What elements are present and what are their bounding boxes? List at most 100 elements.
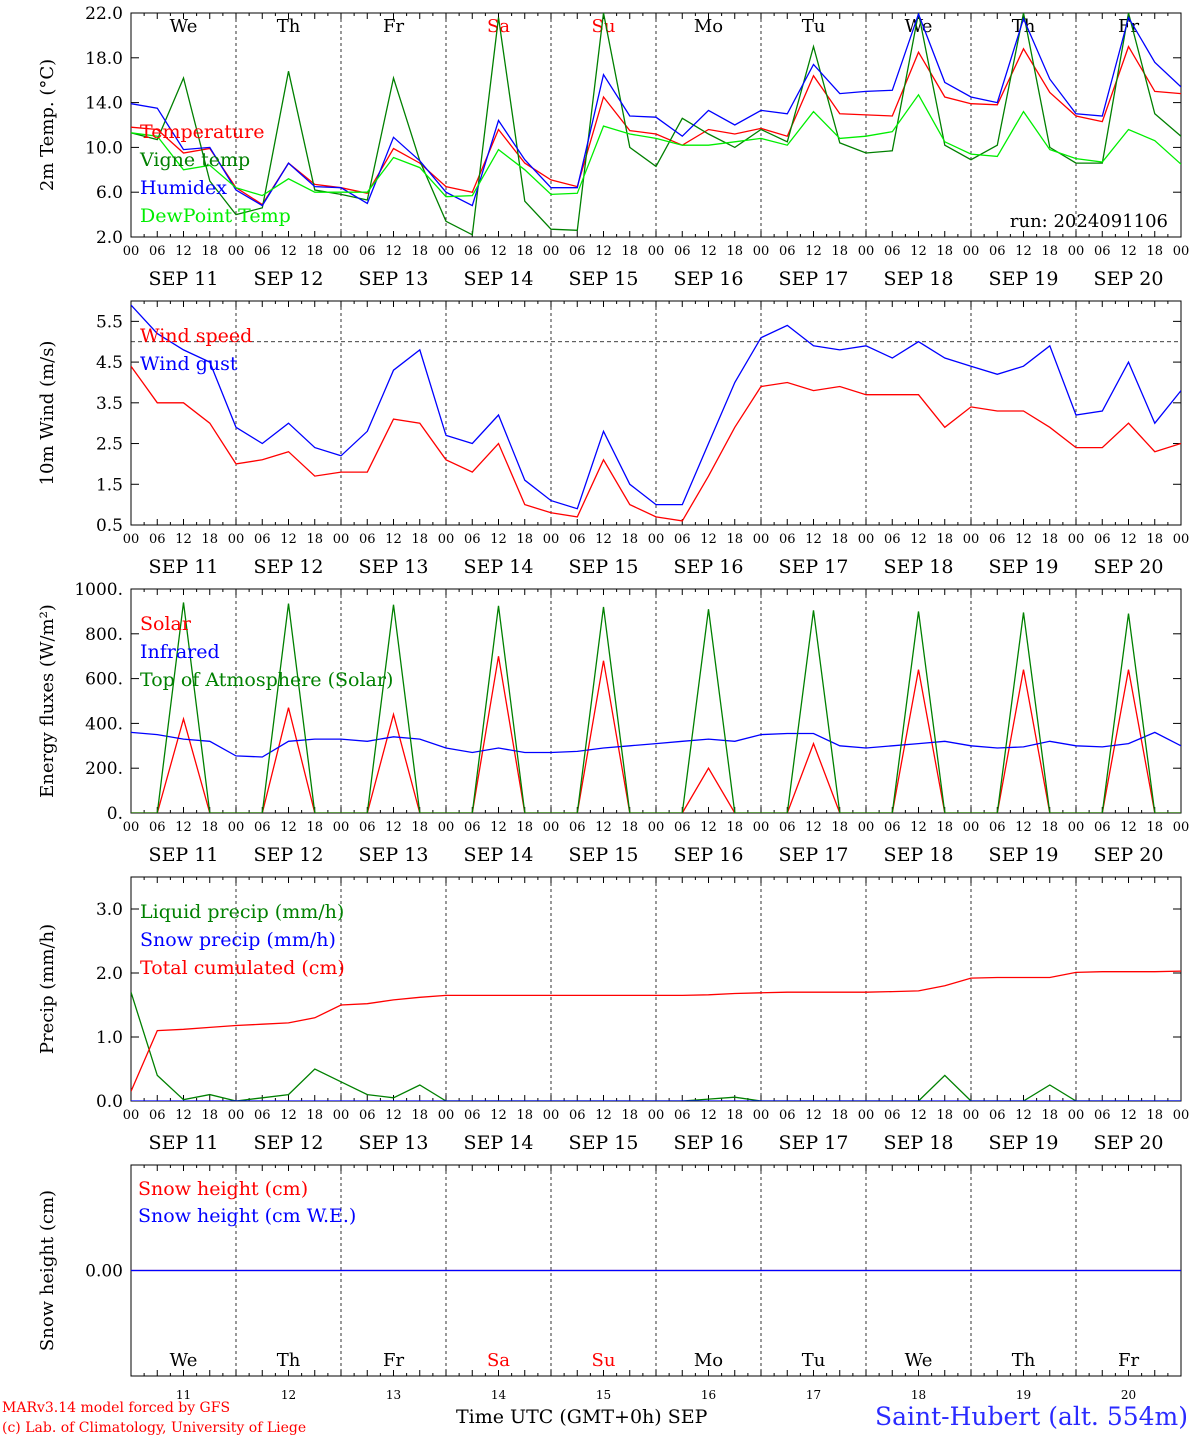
y-axis-label: 2m Temp. (°C) <box>37 59 58 191</box>
hour-tick-label: 00 <box>1173 532 1190 547</box>
hour-tick-label: 00 <box>123 1108 140 1123</box>
y-tick-label: 200. <box>85 759 123 779</box>
hour-tick-label: 12 <box>700 820 717 835</box>
hour-tick-label: 18 <box>201 532 218 547</box>
series-line-top-of-atmosphere-solar- <box>131 602 1181 813</box>
y-tick-label: 4.5 <box>96 353 123 373</box>
date-label: SEP 16 <box>674 1132 744 1154</box>
date-label: SEP 12 <box>254 268 324 290</box>
y-tick-label: 3.0 <box>96 900 123 920</box>
y-tick-label: 400. <box>85 714 123 734</box>
hour-tick-label: 18 <box>936 1108 953 1123</box>
hour-tick-label: 00 <box>648 820 665 835</box>
hour-tick-label: 18 <box>831 820 848 835</box>
y-tick-label: 2.0 <box>96 228 123 248</box>
hour-tick-label: 00 <box>333 244 350 259</box>
hour-tick-label: 06 <box>989 820 1006 835</box>
hour-tick-label: 12 <box>1120 244 1137 259</box>
hour-tick-label: 00 <box>1068 820 1085 835</box>
hour-tick-label: 12 <box>595 532 612 547</box>
date-label: SEP 16 <box>674 556 744 578</box>
hour-tick-label: 18 <box>831 532 848 547</box>
weekday-label: Th <box>277 16 301 37</box>
hour-tick-label: 18 <box>1041 532 1058 547</box>
y-tick-label: 6.0 <box>96 183 123 203</box>
hour-tick-label: 18 <box>621 532 638 547</box>
date-label: SEP 17 <box>779 844 849 866</box>
hour-tick-label: 18 <box>1146 820 1163 835</box>
hour-tick-label: 00 <box>543 1108 560 1123</box>
weekday-label: Tu <box>802 16 826 37</box>
hour-tick-label: 12 <box>700 532 717 547</box>
hour-tick-label: 06 <box>569 1108 586 1123</box>
hour-tick-label: 12 <box>1015 244 1032 259</box>
weekday-label: Fr <box>383 16 404 37</box>
hour-tick-label: 18 <box>1041 820 1058 835</box>
hour-tick-label: 00 <box>438 532 455 547</box>
weekday-label: Su <box>592 1350 616 1371</box>
hour-tick-label: 12 <box>490 244 507 259</box>
date-label: SEP 12 <box>254 844 324 866</box>
hour-tick-label: 00 <box>438 820 455 835</box>
hour-tick-label: 18 <box>726 820 743 835</box>
day-number-label: 15 <box>596 1388 611 1402</box>
hour-tick-label: 06 <box>884 532 901 547</box>
weekday-label: Tu <box>802 1350 826 1371</box>
hour-tick-label: 18 <box>936 244 953 259</box>
date-label: SEP 13 <box>359 844 429 866</box>
hour-tick-label: 00 <box>123 820 140 835</box>
hour-tick-label: 00 <box>333 532 350 547</box>
y-tick-label: 18.0 <box>85 49 123 69</box>
date-label: SEP 13 <box>359 1132 429 1154</box>
series-line-solar <box>131 656 1181 813</box>
date-label: SEP 15 <box>569 1132 639 1154</box>
date-label: SEP 19 <box>989 1132 1059 1154</box>
hour-tick-label: 12 <box>805 532 822 547</box>
hour-tick-label: 00 <box>648 1108 665 1123</box>
date-label: SEP 15 <box>569 268 639 290</box>
legend-entry: Vigne temp <box>139 149 250 171</box>
date-label: SEP 15 <box>569 844 639 866</box>
date-label: SEP 20 <box>1094 844 1164 866</box>
hour-tick-label: 06 <box>884 1108 901 1123</box>
date-label: SEP 15 <box>569 556 639 578</box>
hour-tick-label: 18 <box>516 532 533 547</box>
y-tick-label: 800. <box>85 625 123 645</box>
hour-tick-label: 12 <box>1015 820 1032 835</box>
hour-tick-label: 12 <box>280 244 297 259</box>
legend-entry: Snow height (cm) <box>138 1178 308 1200</box>
date-label: SEP 11 <box>149 556 219 578</box>
hour-tick-label: 00 <box>648 532 665 547</box>
y-tick-label: 5.5 <box>96 312 123 332</box>
series-line-wind-speed <box>131 365 1181 522</box>
date-label: SEP 14 <box>464 1132 534 1154</box>
date-label: SEP 16 <box>674 268 744 290</box>
hour-tick-label: 00 <box>963 244 980 259</box>
hour-tick-label: 00 <box>858 244 875 259</box>
series-line-vigne-temp <box>131 13 1181 236</box>
hour-tick-label: 00 <box>753 244 770 259</box>
hour-tick-label: 12 <box>805 1108 822 1123</box>
hour-tick-label: 12 <box>385 1108 402 1123</box>
hour-tick-label: 12 <box>700 1108 717 1123</box>
hour-tick-label: 18 <box>516 1108 533 1123</box>
day-number-label: 16 <box>701 1388 716 1402</box>
hour-tick-label: 00 <box>333 1108 350 1123</box>
hour-tick-label: 06 <box>779 532 796 547</box>
hour-tick-label: 18 <box>621 820 638 835</box>
hour-tick-label: 18 <box>831 1108 848 1123</box>
hour-tick-label: 00 <box>1173 1108 1190 1123</box>
hour-tick-label: 06 <box>254 532 271 547</box>
hour-tick-label: 00 <box>963 820 980 835</box>
date-label: SEP 20 <box>1094 1132 1164 1154</box>
hour-tick-label: 18 <box>201 1108 218 1123</box>
station-name: Saint-Hubert (alt. 554m) <box>874 1402 1188 1431</box>
legend-entry: Solar <box>140 613 192 635</box>
hour-tick-label: 06 <box>254 1108 271 1123</box>
hour-tick-label: 06 <box>779 820 796 835</box>
hour-tick-label: 18 <box>306 244 323 259</box>
hour-tick-label: 00 <box>228 244 245 259</box>
date-label: SEP 17 <box>779 1132 849 1154</box>
run-label: run: 2024091106 <box>1010 211 1168 232</box>
